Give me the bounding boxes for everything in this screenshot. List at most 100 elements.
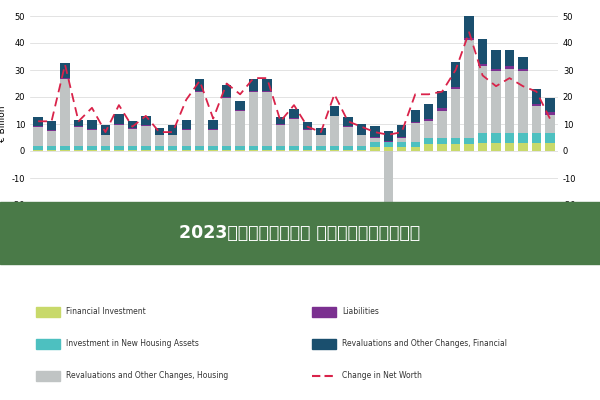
- Text: Investment in New Housing Assets: Investment in New Housing Assets: [66, 340, 199, 348]
- Bar: [451, 87, 460, 89]
- Bar: [491, 71, 501, 134]
- Bar: [316, 128, 326, 134]
- Bar: [276, 150, 285, 151]
- Bar: [356, 124, 366, 134]
- Bar: [222, 150, 232, 151]
- Bar: [437, 108, 447, 110]
- Bar: [397, 147, 406, 151]
- Bar: [61, 146, 70, 150]
- Bar: [47, 131, 56, 146]
- Bar: [168, 135, 178, 146]
- Bar: [249, 150, 259, 151]
- Text: Change in Net Worth: Change in Net Worth: [342, 372, 422, 380]
- Bar: [464, 144, 474, 151]
- Text: 2016-Q2: 2016-Q2: [170, 232, 176, 261]
- Bar: [424, 104, 433, 119]
- Bar: [491, 69, 501, 71]
- Bar: [141, 150, 151, 151]
- Bar: [518, 71, 527, 134]
- Bar: [451, 144, 460, 151]
- Bar: [168, 125, 178, 134]
- Bar: [195, 146, 205, 150]
- Text: 2014-Q2: 2014-Q2: [62, 232, 68, 261]
- Bar: [316, 146, 326, 150]
- Bar: [518, 69, 527, 71]
- Text: 2021-Q4: 2021-Q4: [466, 232, 472, 261]
- Bar: [101, 146, 110, 150]
- Bar: [316, 150, 326, 151]
- Bar: [262, 146, 272, 150]
- Text: 2021-Q1: 2021-Q1: [425, 232, 431, 261]
- Bar: [370, 138, 380, 142]
- Bar: [518, 134, 527, 143]
- Bar: [437, 144, 447, 151]
- Bar: [329, 116, 339, 146]
- Bar: [208, 130, 218, 146]
- Bar: [505, 134, 514, 143]
- Bar: [74, 146, 83, 150]
- Bar: [410, 122, 420, 123]
- Bar: [343, 150, 353, 151]
- Bar: [410, 123, 420, 142]
- Bar: [208, 129, 218, 130]
- Bar: [47, 121, 56, 130]
- Text: 2017-Q3: 2017-Q3: [237, 232, 243, 261]
- Bar: [303, 129, 312, 130]
- Bar: [532, 106, 541, 134]
- Bar: [276, 124, 285, 146]
- Text: 2023十大股票配资平台 澳门火锅加盟详情攻略: 2023十大股票配资平台 澳门火锅加盟详情攻略: [179, 224, 421, 242]
- Bar: [101, 134, 110, 135]
- Bar: [356, 146, 366, 150]
- Text: 2019-Q4: 2019-Q4: [358, 232, 364, 261]
- Bar: [128, 146, 137, 150]
- Text: 2016-Q3: 2016-Q3: [183, 232, 189, 261]
- Bar: [34, 126, 43, 127]
- Bar: [464, 38, 474, 40]
- Text: 2019-Q3: 2019-Q3: [345, 232, 351, 261]
- Bar: [478, 143, 487, 151]
- Text: 2015-Q2: 2015-Q2: [116, 232, 122, 261]
- Bar: [249, 91, 259, 92]
- Bar: [532, 90, 541, 104]
- Bar: [74, 127, 83, 146]
- Bar: [437, 138, 447, 144]
- Text: 2017-Q2: 2017-Q2: [224, 232, 230, 261]
- Bar: [208, 120, 218, 129]
- Bar: [235, 146, 245, 150]
- Bar: [329, 106, 339, 116]
- Bar: [356, 135, 366, 146]
- Bar: [505, 69, 514, 134]
- Bar: [235, 111, 245, 146]
- Bar: [451, 62, 460, 87]
- Bar: [235, 150, 245, 151]
- Bar: [505, 50, 514, 66]
- Bar: [343, 126, 353, 127]
- Bar: [437, 91, 447, 108]
- Bar: [34, 117, 43, 126]
- Bar: [289, 146, 299, 150]
- Bar: [370, 142, 380, 147]
- Bar: [87, 130, 97, 146]
- Text: 2022-Q4: 2022-Q4: [520, 232, 526, 261]
- Text: 2020-Q1: 2020-Q1: [372, 232, 378, 261]
- Bar: [370, 137, 380, 138]
- Y-axis label: € Billion: € Billion: [0, 106, 7, 142]
- Text: 2015-Q4: 2015-Q4: [143, 232, 149, 261]
- Bar: [87, 150, 97, 151]
- Bar: [289, 150, 299, 151]
- Bar: [289, 119, 299, 146]
- Bar: [141, 126, 151, 146]
- Text: 2018-Q2: 2018-Q2: [278, 232, 284, 261]
- Bar: [289, 109, 299, 118]
- Text: 2016-Q1: 2016-Q1: [157, 232, 163, 261]
- Text: Financial Investment: Financial Investment: [66, 308, 146, 316]
- Bar: [87, 120, 97, 129]
- Bar: [34, 146, 43, 150]
- Bar: [114, 114, 124, 124]
- Bar: [329, 146, 339, 150]
- Bar: [424, 119, 433, 121]
- Bar: [249, 92, 259, 146]
- Bar: [262, 150, 272, 151]
- Bar: [262, 91, 272, 92]
- Bar: [478, 40, 487, 64]
